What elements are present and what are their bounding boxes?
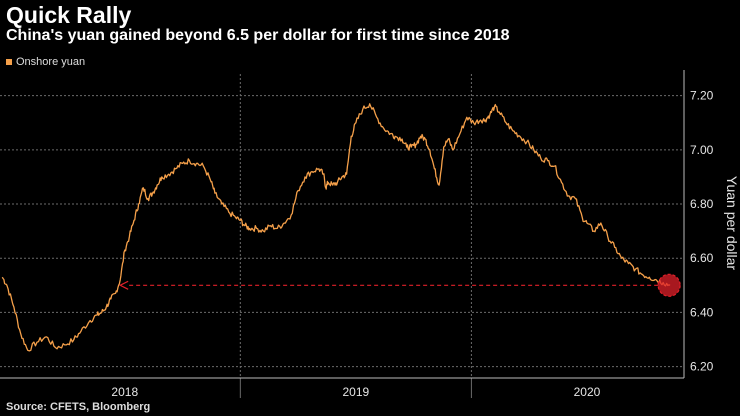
legend: Onshore yuan (6, 56, 85, 68)
series-line-onshore-yuan (1, 103, 671, 352)
ytick-label-0: 6.20 (690, 360, 714, 374)
ytick-label-4: 7.00 (690, 143, 714, 157)
annotation-circle-marker (657, 273, 681, 297)
source-note: Source: CFETS, Bloomberg (6, 401, 151, 413)
xtick-label-1: 2019 (343, 385, 370, 399)
legend-swatch-onshore-yuan (6, 59, 12, 65)
annotation-arrowhead (118, 280, 129, 290)
chart-subtitle: China's yuan gained beyond 6.5 per dolla… (6, 27, 510, 44)
ytick-label-3: 6.80 (690, 197, 714, 211)
legend-label-onshore-yuan: Onshore yuan (16, 56, 86, 68)
ytick-label-5: 7.20 (690, 89, 714, 103)
ytick-label-1: 6.40 (690, 305, 714, 319)
y-axis-label: Yuan per dollar (724, 176, 740, 271)
xtick-label-2: 2020 (574, 385, 601, 399)
chart-title: Quick Rally (6, 2, 132, 28)
ytick-label-2: 6.60 (690, 251, 714, 265)
xtick-label-0: 2018 (111, 385, 138, 399)
